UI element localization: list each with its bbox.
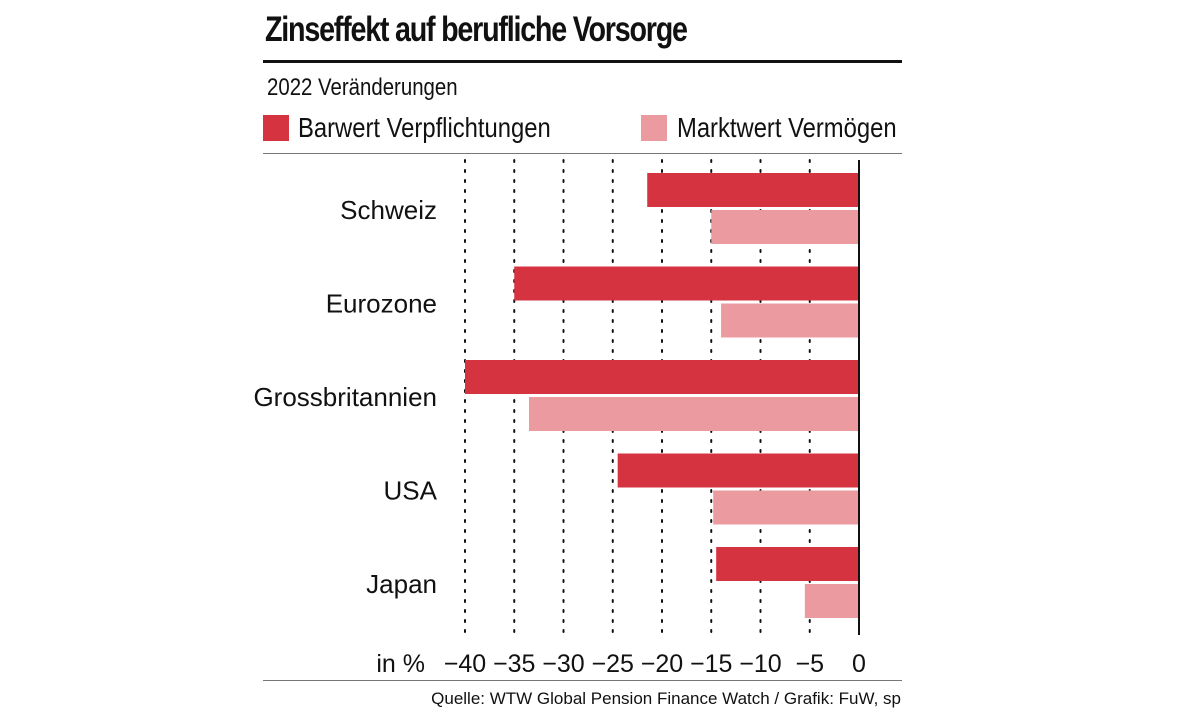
x-axis-unit-label: in %: [376, 650, 425, 678]
category-label: Japan: [366, 569, 437, 599]
bar-barwert-schweiz: [647, 173, 859, 207]
x-tick-label: −25: [592, 650, 634, 678]
bar-barwert-eurozone: [514, 266, 859, 301]
source-note: Quelle: WTW Global Pension Finance Watch…: [431, 689, 901, 708]
x-tick-label: 0: [852, 650, 866, 678]
title-divider: [263, 60, 902, 63]
x-tick-label: −5: [795, 650, 824, 678]
bar-barwert-japan: [716, 547, 859, 581]
bar-barwert-usa: [617, 453, 859, 488]
legend-label-barwert: Barwert Verpflichtungen: [298, 112, 551, 143]
bar-marktwert-usa: [713, 490, 859, 525]
footer-divider: [263, 680, 902, 681]
legend-swatch-marktwert: [641, 115, 667, 141]
category-label: Schweiz: [340, 195, 437, 225]
category-label: USA: [384, 476, 438, 506]
bar-marktwert-japan: [804, 584, 859, 618]
bar-barwert-grossbritannien: [465, 360, 859, 394]
x-tick-label: −35: [493, 650, 535, 678]
bar-marktwert-eurozone: [721, 303, 859, 338]
x-tick-label: −20: [641, 650, 683, 678]
x-tick-label: −10: [739, 650, 781, 678]
chart-subtitle: 2022 Veränderungen: [267, 74, 458, 101]
category-label: Grossbritannien: [253, 382, 437, 412]
chart-title: Zinseffekt auf berufliche Vorsorge: [265, 10, 688, 49]
category-label: Eurozone: [326, 289, 437, 319]
x-tick-label: −40: [444, 650, 486, 678]
legend-swatch-barwert: [263, 115, 289, 141]
x-tick-label: −15: [690, 650, 732, 678]
bar-marktwert-schweiz: [711, 210, 859, 244]
x-tick-label: −30: [542, 650, 584, 678]
bar-marktwert-grossbritannien: [529, 397, 859, 431]
legend-label-marktwert: Marktwert Vermögen: [677, 112, 897, 143]
legend-divider: [263, 153, 902, 154]
